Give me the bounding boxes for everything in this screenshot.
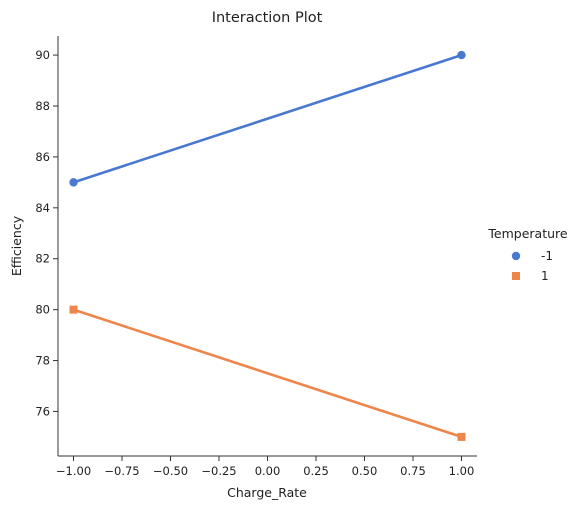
series-line [72,308,463,439]
y-tick-label: 80 [35,303,50,317]
series-layer [69,50,466,441]
axes [57,36,477,457]
x-tick-label: −1.00 [56,464,91,478]
y-ticks: 76 78 80 82 84 86 88 90 [35,48,58,418]
x-tick-label: −0.25 [201,464,236,478]
x-tick-label: 1.00 [449,464,475,478]
x-axis-title: Charge_Rate [227,485,307,500]
legend-label: 1 [541,269,549,283]
x-tick-label: 0.25 [303,464,329,478]
x-tick-label: 0.75 [400,464,426,478]
x-tick-label: −0.50 [153,464,188,478]
legend-marker-square [512,272,520,280]
legend-label: -1 [541,249,553,263]
legend: Temperature -1 1 [487,226,567,283]
y-tick-label: 88 [35,99,50,113]
y-tick-label: 84 [35,201,50,215]
data-point-circle [457,50,466,60]
x-ticks: −1.00 −0.75 −0.50 −0.25 0.00 0.25 0.50 0.75 1.00 [56,456,474,478]
data-point-square [457,432,466,441]
data-point-circle [69,178,78,187]
legend-item: 1 [512,269,549,283]
y-tick-label: 78 [35,354,50,368]
x-tick-label: 0.00 [255,464,281,478]
y-tick-label: 86 [35,150,50,164]
y-axis-title: Efficiency [9,215,24,276]
legend-marker-circle [511,251,521,261]
y-tick-label: 90 [35,48,50,62]
x-tick-label: −0.75 [104,464,139,478]
x-tick-label: 0.50 [352,464,378,478]
data-point-square [69,305,78,314]
legend-title: Temperature [487,226,567,241]
series-line [72,53,463,184]
series-1 [69,305,466,441]
legend-item: -1 [511,249,553,263]
y-tick-label: 82 [35,252,50,266]
chart-title: Interaction Plot [212,10,323,26]
y-tick-label: 76 [35,404,50,418]
series-0 [69,50,466,187]
